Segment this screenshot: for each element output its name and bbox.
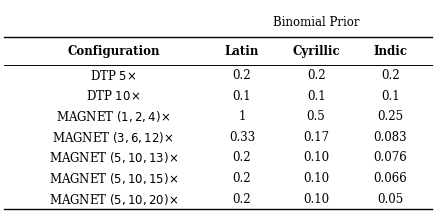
Text: 0.2: 0.2 [233, 192, 251, 206]
Text: 0.10: 0.10 [303, 192, 329, 206]
Text: 0.5: 0.5 [307, 110, 326, 123]
Text: 0.076: 0.076 [373, 151, 407, 164]
Text: 0.1: 0.1 [381, 90, 399, 103]
Text: DTP $5\!\times$: DTP $5\!\times$ [90, 69, 137, 83]
Text: 0.1: 0.1 [233, 90, 251, 103]
Text: MAGNET $(5,10,13)\!\times$: MAGNET $(5,10,13)\!\times$ [48, 150, 178, 165]
Text: MAGNET $(3,6,12)\!\times$: MAGNET $(3,6,12)\!\times$ [52, 130, 174, 145]
Text: 0.2: 0.2 [307, 69, 325, 82]
Text: MAGNET $(1,2,4)\!\times$: MAGNET $(1,2,4)\!\times$ [56, 109, 170, 124]
Text: 0.25: 0.25 [377, 110, 403, 123]
Text: 0.1: 0.1 [307, 90, 325, 103]
Text: 0.083: 0.083 [373, 131, 407, 144]
Text: 0.33: 0.33 [229, 131, 255, 144]
Text: DTP $10\!\times$: DTP $10\!\times$ [86, 89, 140, 103]
Text: Cyrillic: Cyrillic [292, 45, 340, 58]
Text: 0.2: 0.2 [233, 69, 251, 82]
Text: 0.05: 0.05 [377, 192, 403, 206]
Text: MAGNET $(5,10,15)\!\times$: MAGNET $(5,10,15)\!\times$ [48, 171, 178, 186]
Text: 0.10: 0.10 [303, 172, 329, 185]
Text: MAGNET $(5,10,20)\!\times$: MAGNET $(5,10,20)\!\times$ [48, 191, 178, 206]
Text: 0.066: 0.066 [373, 172, 407, 185]
Text: Configuration: Configuration [67, 45, 160, 58]
Text: 0.17: 0.17 [303, 131, 329, 144]
Text: 0.10: 0.10 [303, 151, 329, 164]
Text: 0.2: 0.2 [233, 151, 251, 164]
Text: 0.2: 0.2 [381, 69, 399, 82]
Text: Binomial Prior: Binomial Prior [273, 16, 359, 29]
Text: Indic: Indic [373, 45, 407, 58]
Text: 1: 1 [238, 110, 245, 123]
Text: Latin: Latin [225, 45, 259, 58]
Text: 0.2: 0.2 [233, 172, 251, 185]
